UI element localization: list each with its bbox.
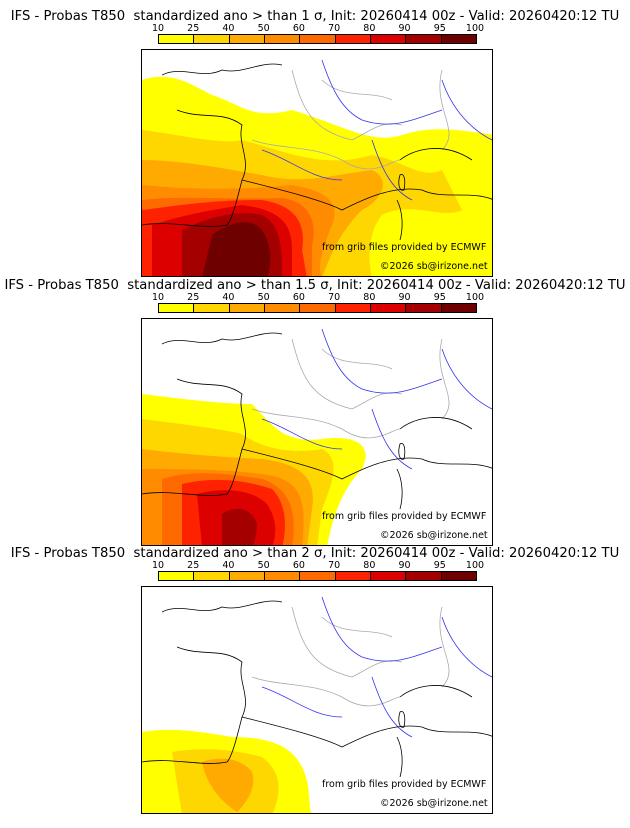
colorbar-tick-label: 95 xyxy=(433,292,446,303)
probability-map xyxy=(141,586,493,814)
colorbar-swatch xyxy=(229,304,265,312)
rivers xyxy=(261,596,492,738)
colorbar-tick-label: 70 xyxy=(328,292,341,303)
colorbar-swatch xyxy=(229,572,265,580)
map-canvas xyxy=(142,596,492,813)
colorbar xyxy=(158,34,477,44)
panel-title: IFS - Probas T850 standardized ano > tha… xyxy=(10,9,620,24)
copyright-credit: ©2026 sb@irizone.net xyxy=(380,798,488,809)
colorbar-tick-label: 90 xyxy=(398,292,411,303)
map-canvas xyxy=(142,328,492,545)
probability-map xyxy=(141,49,493,277)
map-canvas xyxy=(142,59,492,276)
colorbar xyxy=(158,303,477,313)
colorbar-swatch xyxy=(300,35,336,43)
colorbar xyxy=(158,571,477,581)
map-panel: IFS - Probas T850 standardized ano > tha… xyxy=(0,269,630,546)
map-panel: IFS - Probas T850 standardized ano > tha… xyxy=(0,537,630,814)
probability-map xyxy=(141,318,493,546)
colorbar-tick-label: 60 xyxy=(292,560,305,571)
colorbar-swatch xyxy=(264,304,301,312)
colorbar-tick-label: 90 xyxy=(398,560,411,571)
colorbar-swatch xyxy=(159,35,195,43)
rivers xyxy=(261,59,492,201)
region-borders xyxy=(251,338,450,439)
colorbar-tick-label: 80 xyxy=(363,292,376,303)
colorbar-tick-label: 10 xyxy=(151,23,165,34)
colorbar-ticks: 10 25 40 50 60 70 80 90 95 100 xyxy=(152,23,484,34)
colorbar-tick-label: 100 xyxy=(465,560,485,571)
colorbar-swatch xyxy=(441,35,476,43)
copyright-credit: ©2026 sb@irizone.net xyxy=(380,530,488,541)
colorbar-swatch xyxy=(264,35,301,43)
colorbar-tick-label: 40 xyxy=(222,560,235,571)
probability-contour xyxy=(202,222,271,276)
colorbar-tick-label: 50 xyxy=(257,23,270,34)
colorbar-swatch xyxy=(441,572,476,580)
coastline xyxy=(142,63,492,241)
colorbar-tick-label: 70 xyxy=(328,23,341,34)
colorbar-tick-label: 100 xyxy=(465,292,485,303)
colorbar-swatch xyxy=(406,572,442,580)
colorbar-tick-label: 50 xyxy=(257,560,270,571)
colorbar-swatch xyxy=(335,572,371,580)
source-credit: from grib files provided by ECMWF xyxy=(322,511,487,522)
colorbar-tick-label: 80 xyxy=(363,560,376,571)
colorbar-swatch xyxy=(335,304,371,312)
coastline xyxy=(142,332,492,510)
colorbar-tick-label: 60 xyxy=(292,23,305,34)
colorbar-swatch xyxy=(370,304,407,312)
source-credit: from grib files provided by ECMWF xyxy=(322,779,487,790)
region-borders xyxy=(251,69,450,170)
colorbar-swatch xyxy=(370,572,407,580)
colorbar-swatch xyxy=(406,304,442,312)
colorbar-tick-label: 95 xyxy=(433,560,446,571)
colorbar-swatch xyxy=(194,572,230,580)
colorbar-swatch xyxy=(229,35,265,43)
colorbar-tick-label: 60 xyxy=(292,292,305,303)
colorbar-swatch xyxy=(406,35,442,43)
coastline xyxy=(142,600,492,778)
colorbar-swatch xyxy=(335,35,371,43)
colorbar-tick-label: 40 xyxy=(222,292,235,303)
map-panel: IFS - Probas T850 standardized ano > tha… xyxy=(0,0,630,277)
copyright-credit: ©2026 sb@irizone.net xyxy=(380,261,488,272)
colorbar-tick-label: 25 xyxy=(187,23,200,34)
colorbar-swatch xyxy=(159,572,195,580)
colorbar-swatch xyxy=(300,572,336,580)
colorbar-tick-label: 95 xyxy=(433,23,446,34)
corsica-outline xyxy=(398,710,406,728)
colorbar-tick-label: 100 xyxy=(465,23,485,34)
corsica-outline xyxy=(398,442,406,460)
colorbar-tick-label: 25 xyxy=(187,292,200,303)
colorbar-swatch xyxy=(264,572,301,580)
probability-contour xyxy=(222,508,257,545)
source-credit: from grib files provided by ECMWF xyxy=(322,242,487,253)
rivers xyxy=(261,328,492,470)
colorbar-tick-label: 80 xyxy=(363,23,376,34)
colorbar-tick-label: 25 xyxy=(187,560,200,571)
colorbar-tick-label: 70 xyxy=(328,560,341,571)
probability-contour xyxy=(202,758,254,812)
colorbar-ticks: 10 25 40 50 60 70 80 90 95 100 xyxy=(152,560,484,571)
corsica-outline xyxy=(398,173,406,191)
colorbar-swatch xyxy=(441,304,476,312)
colorbar-tick-label: 50 xyxy=(257,292,270,303)
colorbar-tick-label: 10 xyxy=(151,560,165,571)
panel-title: IFS - Probas T850 standardized ano > tha… xyxy=(10,546,620,561)
colorbar-swatch xyxy=(194,304,230,312)
region-borders xyxy=(251,606,450,707)
colorbar-swatch xyxy=(159,304,195,312)
colorbar-swatch xyxy=(300,304,336,312)
colorbar-swatch xyxy=(194,35,230,43)
colorbar-swatch xyxy=(370,35,407,43)
panel-title: IFS - Probas T850 standardized ano > tha… xyxy=(4,278,626,293)
colorbar-tick-label: 10 xyxy=(151,292,165,303)
colorbar-ticks: 10 25 40 50 60 70 80 90 95 100 xyxy=(152,292,484,303)
colorbar-tick-label: 40 xyxy=(222,23,235,34)
colorbar-tick-label: 90 xyxy=(398,23,411,34)
